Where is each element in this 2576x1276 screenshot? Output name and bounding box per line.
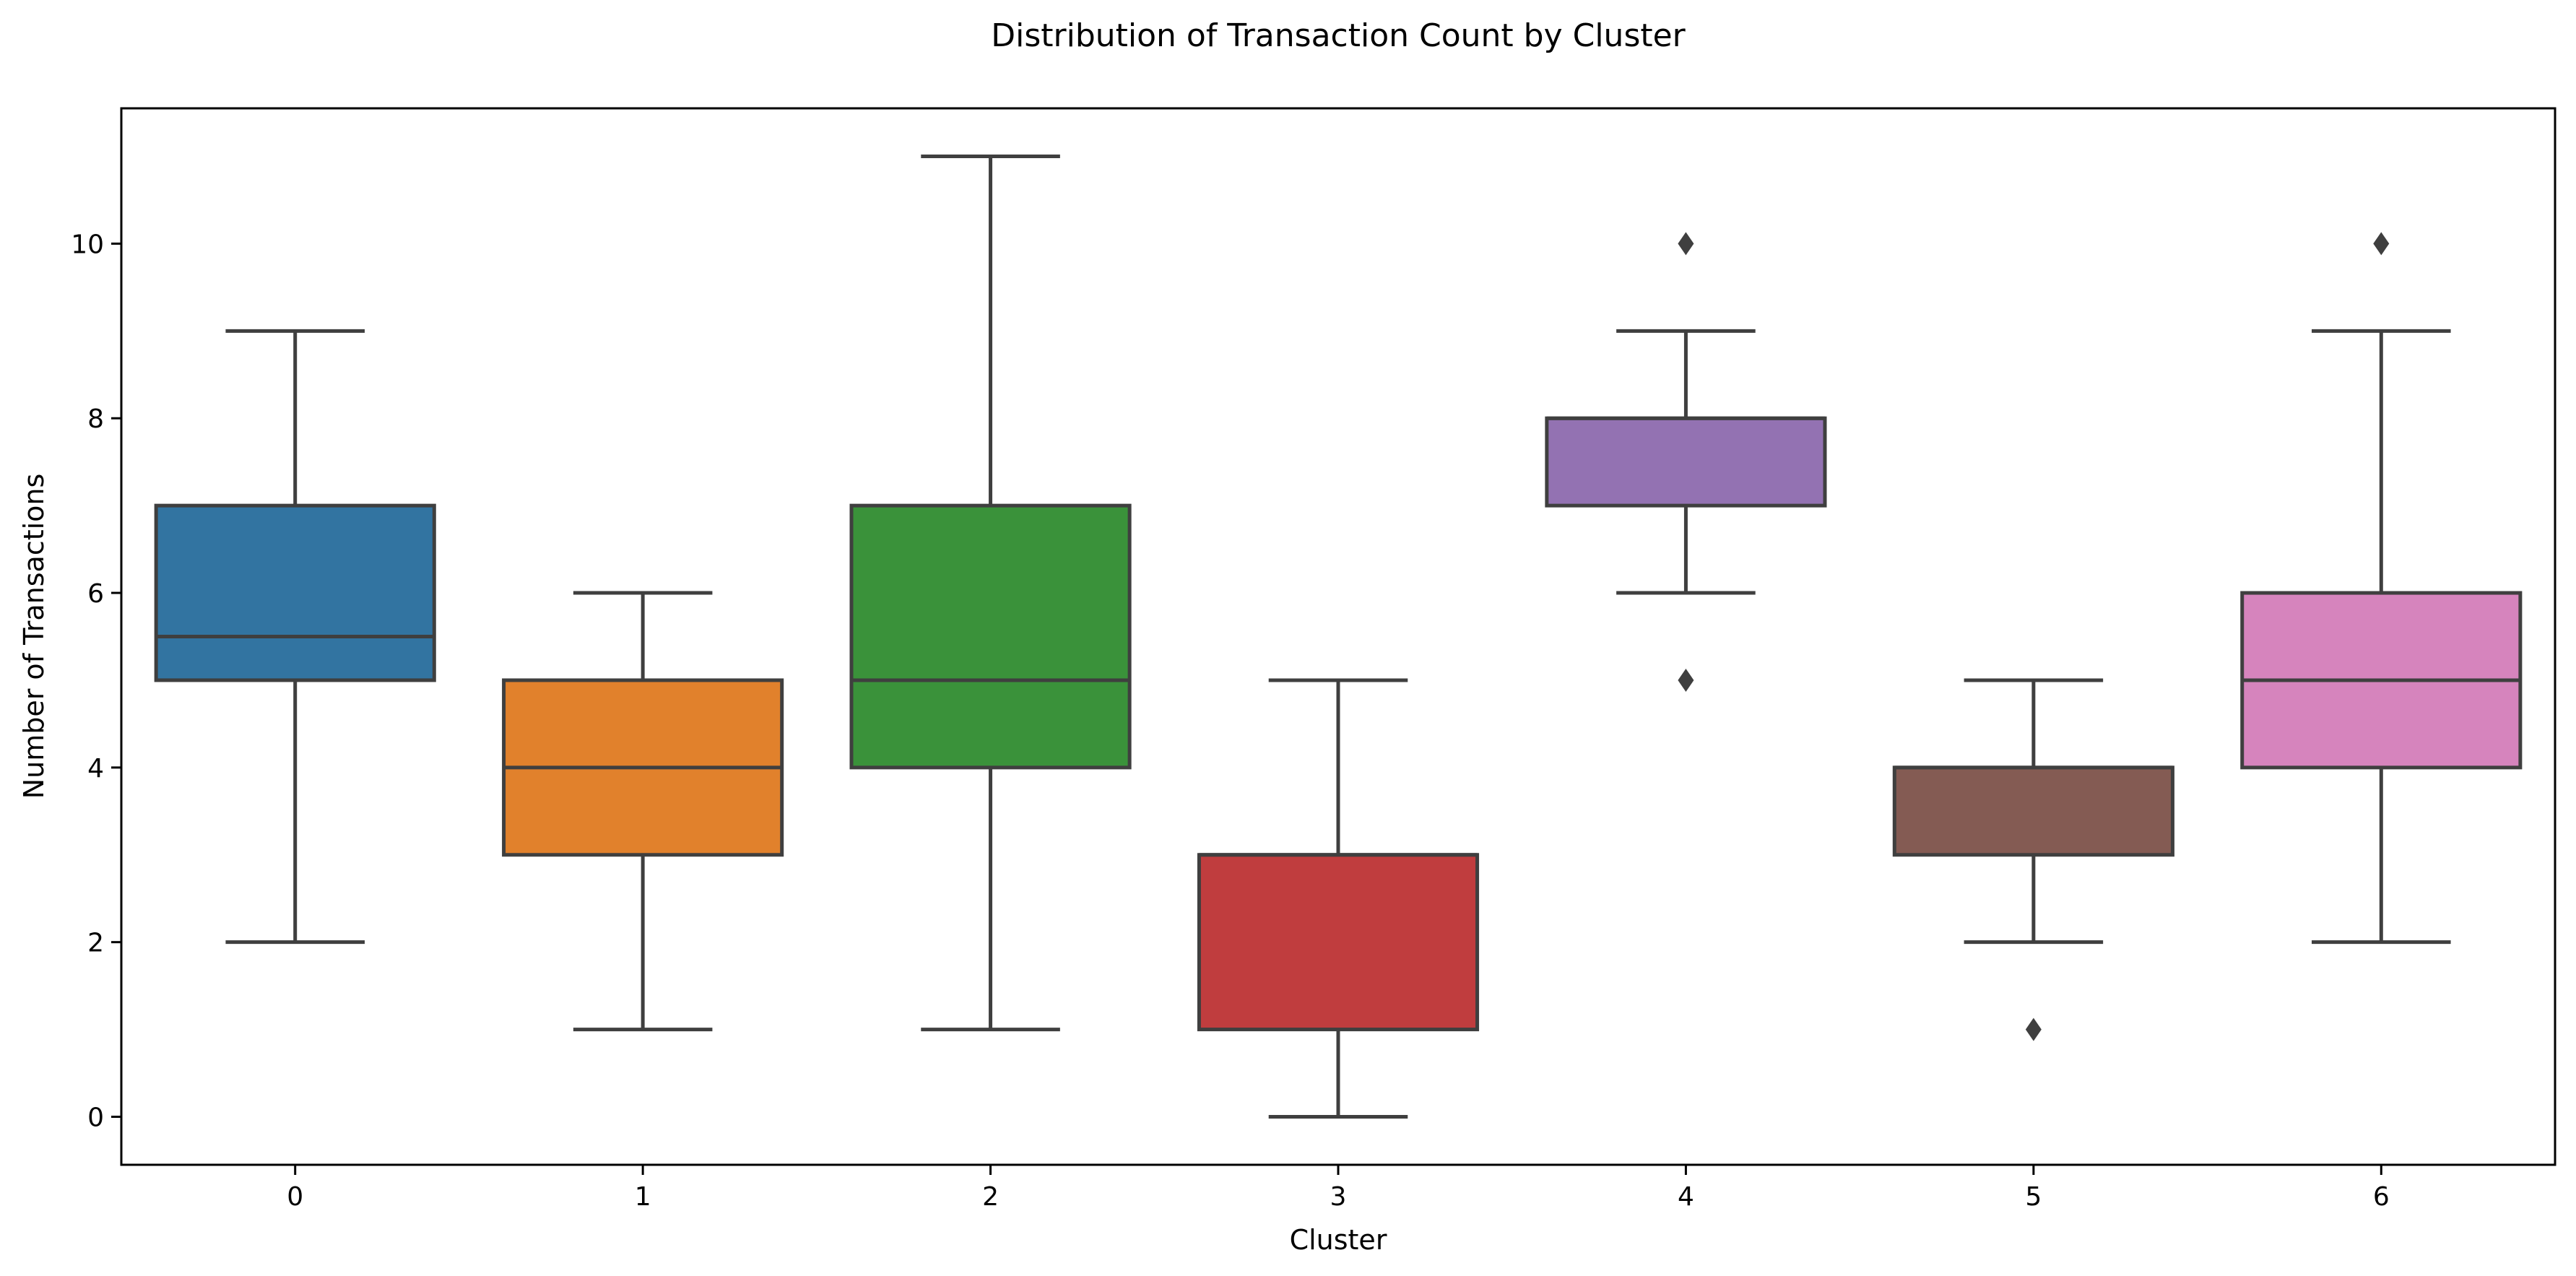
x-tick-label: 4 xyxy=(1678,1182,1694,1212)
box-group-cluster-2 xyxy=(849,155,1132,1032)
x-tick-label: 1 xyxy=(635,1182,651,1212)
y-tick-label: 2 xyxy=(87,929,104,958)
x-tick-label: 6 xyxy=(2373,1182,2390,1212)
box-body xyxy=(154,503,436,682)
box-group-cluster-5 xyxy=(1892,678,2174,1041)
x-tick-label: 2 xyxy=(982,1182,999,1212)
x-tick-label: 0 xyxy=(287,1182,303,1212)
box-body xyxy=(1197,853,1480,1032)
y-tick-label: 4 xyxy=(87,754,104,784)
chart-title: Distribution of Transaction Count by Clu… xyxy=(991,17,1686,54)
box-group-cluster-4 xyxy=(1545,232,1827,692)
y-tick-label: 8 xyxy=(87,404,104,434)
y-tick-label: 10 xyxy=(71,230,104,259)
box-series xyxy=(154,155,2523,1119)
box-body xyxy=(1892,765,2174,857)
outlier-point xyxy=(2025,1017,2042,1041)
x-axis: 0 1 2 3 4 5 6 xyxy=(287,1165,2390,1212)
box-group-cluster-3 xyxy=(1197,678,1480,1119)
outlier-point xyxy=(1678,232,1694,256)
x-axis-label: Cluster xyxy=(1290,1224,1387,1256)
y-axis-label: Number of Transactions xyxy=(18,474,50,799)
box-group-cluster-6 xyxy=(2240,232,2523,945)
box-body xyxy=(849,503,1132,770)
box-group-cluster-1 xyxy=(502,591,784,1032)
box-group-cluster-0 xyxy=(154,329,436,945)
y-tick-label: 0 xyxy=(87,1103,104,1133)
outlier-point xyxy=(1678,668,1694,692)
y-axis: 0 2 4 6 8 10 xyxy=(71,230,121,1133)
outlier-point xyxy=(2373,232,2390,256)
x-tick-label: 3 xyxy=(1330,1182,1347,1212)
plot-area-frame xyxy=(120,107,2557,1166)
x-tick-label: 5 xyxy=(2025,1182,2042,1212)
y-tick-label: 6 xyxy=(87,579,104,609)
box-body xyxy=(1545,416,1827,508)
